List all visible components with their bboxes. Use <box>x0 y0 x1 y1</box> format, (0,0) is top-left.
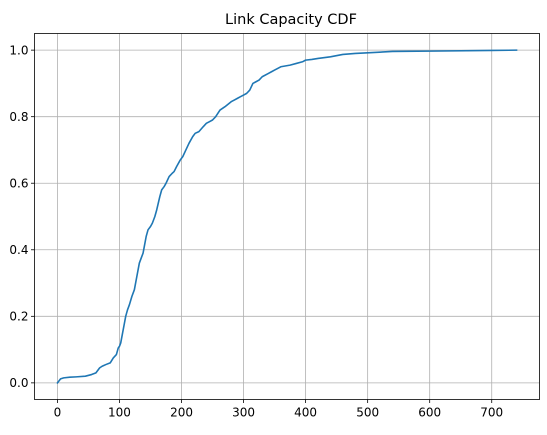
x-axis: 0 100 200 300 400 500 600 700 <box>54 399 503 420</box>
y-tick-label: 1.0 <box>9 43 28 57</box>
y-tick-label: 0.8 <box>9 110 28 124</box>
x-tick-label: 600 <box>418 406 441 420</box>
chart-title: Link Capacity CDF <box>225 12 357 28</box>
y-tick-label: 0.4 <box>9 243 28 257</box>
x-tick-label: 0 <box>54 406 62 420</box>
x-tick-label: 300 <box>232 406 255 420</box>
y-tick-label: 0.2 <box>9 310 28 324</box>
y-tick-label: 0.0 <box>9 376 28 390</box>
axes-frame <box>34 33 540 400</box>
x-tick-label: 400 <box>294 406 317 420</box>
x-tick-label: 100 <box>108 406 131 420</box>
y-axis: 0.0 0.2 0.4 0.6 0.8 1.0 <box>9 43 35 390</box>
series-layer <box>56 49 518 384</box>
x-tick-label: 500 <box>356 406 379 420</box>
cdf-line <box>56 49 518 384</box>
y-tick-label: 0.6 <box>9 176 28 190</box>
x-tick-label: 200 <box>170 406 193 420</box>
x-tick-label: 700 <box>480 406 503 420</box>
